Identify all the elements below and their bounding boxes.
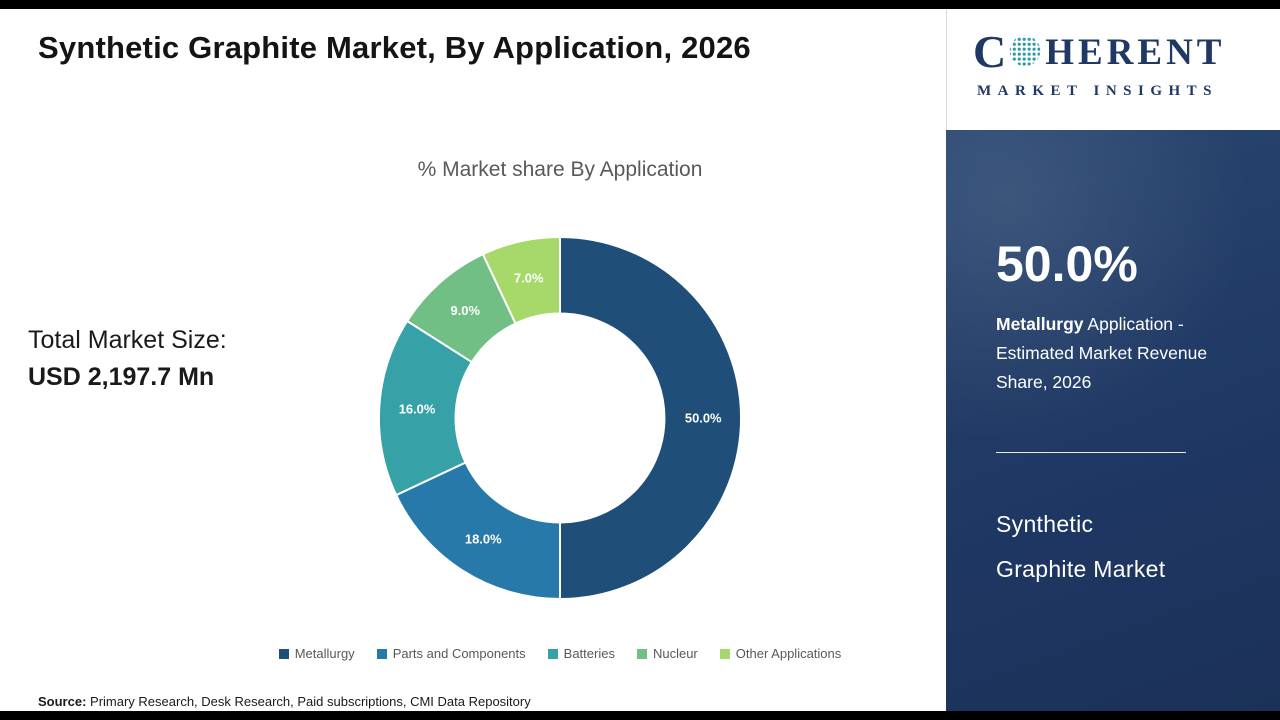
market-name-line2: Graphite Market (996, 555, 1166, 582)
logo-area: C HERENT MARKET INSIGHTS (946, 9, 1280, 130)
page-title: Synthetic Graphite Market, By Applicatio… (38, 30, 751, 65)
legend-label: Nucleur (652, 646, 698, 661)
logo-letters-rest: HERENT (1045, 31, 1226, 73)
market-name: Synthetic Graphite Market (996, 502, 1165, 592)
chart-legend: Metallurgy Parts and Components Batteries N… (190, 646, 930, 661)
total-market-size-label: Total Market Size: (28, 326, 227, 354)
highlight-sidebar: 50.0% Metallurgy Application - Estimated… (946, 130, 1280, 711)
slice-label-3: 9.0% (451, 303, 481, 318)
stat-description-rest: Application - Estimated Market Revenue S… (996, 314, 1208, 392)
headline-stat-description: Metallurgy Application - Estimated Marke… (996, 310, 1244, 397)
globe-dots-icon (1007, 32, 1043, 73)
donut-chart-container: 50.0% 18.0% 16.0% 9.0% 7.0% (371, 229, 749, 607)
sidebar-divider (996, 452, 1186, 453)
logo-tagline: MARKET INSIGHTS (977, 83, 1219, 99)
legend-item-nucleur: Nucleur (636, 646, 698, 661)
market-name-line1: Synthetic (996, 511, 1094, 537)
company-logo: C HERENT (973, 29, 1280, 75)
legend-swatch-icon (376, 648, 387, 659)
legend-item-metallurgy: Metallurgy (278, 646, 355, 661)
legend-swatch-icon (636, 648, 647, 659)
total-market-size-block: Total Market Size: USD 2,197.7 Mn (28, 326, 227, 392)
slice-label-0: 50.0% (685, 410, 722, 425)
donut-slice-other-applications (481, 235, 561, 325)
slice-label-2: 16.0% (399, 401, 436, 416)
slice-label-4: 7.0% (514, 271, 544, 286)
legend-label: Metallurgy (294, 646, 355, 661)
source-label: Source: (38, 694, 87, 709)
legend-swatch-icon (719, 648, 730, 659)
legend-item-parts-and-components: Parts and Components (376, 646, 526, 661)
legend-swatch-icon (547, 648, 558, 659)
source-text: Primary Research, Desk Research, Paid su… (86, 694, 531, 709)
source-line: Source: Primary Research, Desk Research,… (38, 694, 531, 709)
headline-stat-value: 50.0% (996, 236, 1138, 292)
donut-slice-parts-and-components (394, 461, 561, 601)
donut-chart: 50.0% 18.0% 16.0% 9.0% 7.0% (378, 235, 742, 601)
legend-label: Batteries (563, 646, 615, 661)
donut-slice-metallurgy (559, 235, 742, 601)
bottom-border-bar (0, 711, 1280, 720)
legend-item-batteries: Batteries (547, 646, 615, 661)
legend-label: Other Applications (735, 646, 842, 661)
total-market-size-value: USD 2,197.7 Mn (28, 363, 215, 391)
top-border-bar (0, 0, 1280, 9)
logo-letter-c: C (973, 26, 1007, 77)
slice-label-1: 18.0% (465, 531, 502, 546)
stat-description-bold: Metallurgy (996, 314, 1084, 334)
legend-swatch-icon (278, 648, 289, 659)
chart-title: % Market share By Application (417, 158, 703, 181)
legend-label: Parts and Components (392, 646, 526, 661)
legend-item-other-applications: Other Applications (719, 646, 842, 661)
